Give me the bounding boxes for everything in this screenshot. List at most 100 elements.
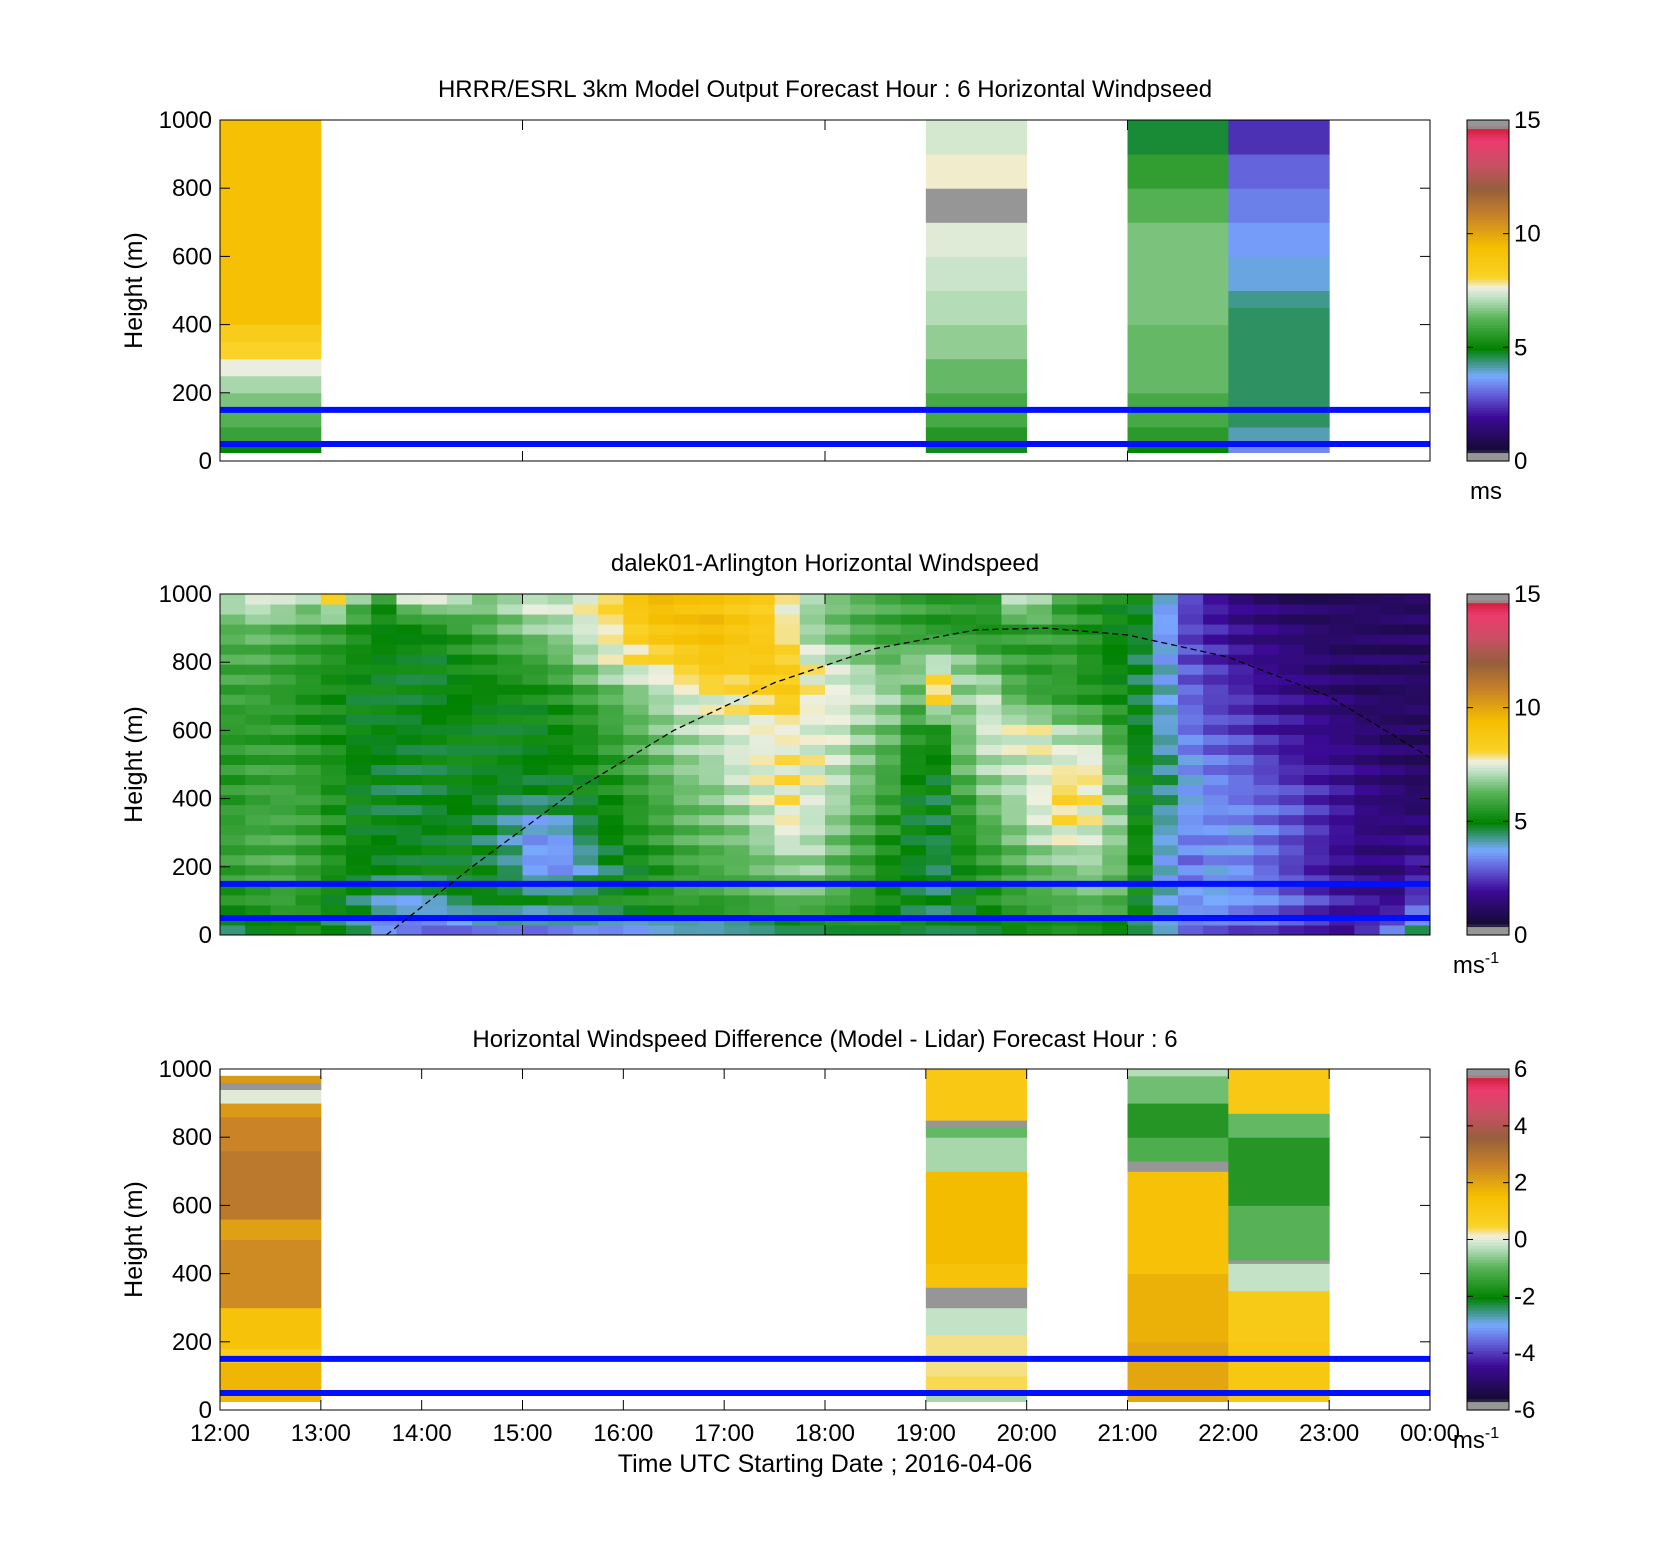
- colorbar-swatch: [1467, 1356, 1509, 1360]
- heatmap-cell: [1203, 764, 1229, 776]
- heatmap-cell: [295, 814, 322, 826]
- colorbar-swatch: [1467, 898, 1509, 902]
- heatmap-cell: [875, 674, 902, 685]
- heatmap-cell: [1077, 654, 1103, 665]
- heatmap-cell: [925, 188, 1028, 223]
- heatmap-cell: [220, 341, 322, 360]
- colorbar-swatch: [1467, 602, 1509, 606]
- heatmap-cell: [825, 804, 851, 816]
- heatmap-cell: [976, 864, 1002, 876]
- heatmap-cell: [220, 894, 246, 906]
- heatmap-cell: [598, 604, 624, 615]
- heatmap-cell: [1379, 634, 1406, 645]
- heatmap-cell: [1127, 694, 1154, 705]
- heatmap-cell: [976, 664, 1002, 675]
- heatmap-cell: [825, 864, 851, 876]
- heatmap-cell: [320, 664, 347, 675]
- colorbar-swatch: [1467, 755, 1509, 760]
- colorbar-swatch: [1467, 424, 1509, 428]
- heatmap-cell: [1127, 1137, 1229, 1162]
- heatmap-cell: [925, 624, 952, 635]
- heatmap-cell: [900, 674, 927, 685]
- heatmap-cell: [799, 814, 826, 826]
- colorbar-swatch: [1467, 707, 1509, 712]
- heatmap-cell: [472, 624, 498, 635]
- heatmap-cell: [547, 844, 574, 856]
- heatmap-cell: [396, 854, 423, 866]
- panel-title: Horizontal Windspeed Difference (Model -…: [472, 1026, 1177, 1053]
- heatmap-cell: [623, 824, 650, 836]
- colorbar-swatch: [1467, 446, 1509, 451]
- colorbar-swatch: [1467, 1228, 1509, 1232]
- heatmap-cell: [421, 924, 448, 936]
- colorbar-swatch: [1467, 1310, 1509, 1314]
- heatmap-cell: [925, 744, 952, 755]
- heatmap-cell: [1177, 874, 1204, 886]
- heatmap-cell: [1303, 864, 1330, 876]
- colorbar-swatch: [1467, 812, 1509, 817]
- heatmap-cell: [1228, 724, 1255, 735]
- colorbar-swatch: [1467, 193, 1509, 198]
- heatmap-cell: [547, 724, 574, 735]
- panel-windspeed-difference: Horizontal Windspeed Difference (Model -…: [120, 1026, 1535, 1478]
- heatmap-cell: [598, 904, 624, 916]
- heatmap-cell: [421, 594, 448, 605]
- colorbar-swatch: [1467, 225, 1509, 229]
- heatmap-cell: [1303, 824, 1330, 836]
- heatmap-cell: [1253, 764, 1280, 776]
- heatmap-cell: [1152, 624, 1179, 635]
- heatmap-cell: [1253, 644, 1280, 655]
- colorbar-swatch: [1467, 926, 1509, 930]
- colorbar-swatch: [1467, 784, 1509, 788]
- colorbar-swatch: [1467, 787, 1509, 791]
- heatmap-cell: [976, 904, 1002, 916]
- heatmap-cell: [1001, 814, 1028, 826]
- heatmap-cell: [1152, 724, 1179, 735]
- heatmap-cell: [1329, 754, 1355, 765]
- heatmap-cell: [825, 814, 851, 826]
- colorbar-tick-label: 4: [1514, 1113, 1527, 1140]
- heatmap-cell: [1303, 814, 1330, 826]
- heatmap-cell: [1001, 644, 1028, 655]
- heatmap-cell: [598, 624, 624, 635]
- heatmap-cell: [497, 754, 523, 765]
- heatmap-cell: [245, 824, 271, 836]
- colorbar-tick-label: 10: [1514, 221, 1541, 248]
- colorbar-swatch: [1467, 443, 1509, 448]
- heatmap-cell: [1278, 714, 1305, 725]
- colorbar-swatch: [1467, 909, 1509, 913]
- heatmap-cell: [1303, 694, 1330, 705]
- heatmap-cell: [1077, 594, 1103, 605]
- heatmap-cell: [951, 754, 977, 765]
- heatmap-cell: [1278, 634, 1305, 645]
- colorbar-swatch: [1467, 653, 1509, 658]
- heatmap-cell: [774, 854, 801, 866]
- x-tick-label: 19:00: [896, 1420, 956, 1447]
- heatmap-cell: [320, 694, 347, 705]
- heatmap-cell: [673, 704, 700, 715]
- colorbar-swatch: [1467, 730, 1509, 734]
- heatmap-cell: [900, 634, 927, 645]
- heatmap-cell: [648, 894, 675, 906]
- heatmap-cell: [1404, 814, 1431, 826]
- colorbar-tick-label: 2: [1514, 1170, 1527, 1197]
- heatmap-cell: [1177, 624, 1204, 635]
- heatmap-cell: [1203, 804, 1229, 816]
- heatmap-cell: [623, 714, 650, 725]
- colorbar-swatch: [1467, 670, 1509, 675]
- heatmap-cell: [698, 644, 725, 655]
- colorbar-swatch: [1467, 176, 1509, 181]
- colorbar-swatch: [1467, 1185, 1509, 1189]
- heatmap-cell: [724, 664, 750, 675]
- heatmap-cell: [472, 834, 498, 846]
- colorbar-swatch: [1467, 619, 1509, 624]
- colorbar-swatch: [1467, 827, 1509, 831]
- colorbar-swatch: [1467, 381, 1509, 385]
- heatmap-cell: [572, 694, 599, 705]
- heatmap-cell: [875, 664, 902, 675]
- heatmap-cell: [749, 744, 776, 755]
- heatmap-cell: [497, 704, 523, 715]
- heatmap-cell: [421, 654, 448, 665]
- heatmap-cell: [1051, 734, 1078, 745]
- heatmap-cell: [900, 814, 927, 826]
